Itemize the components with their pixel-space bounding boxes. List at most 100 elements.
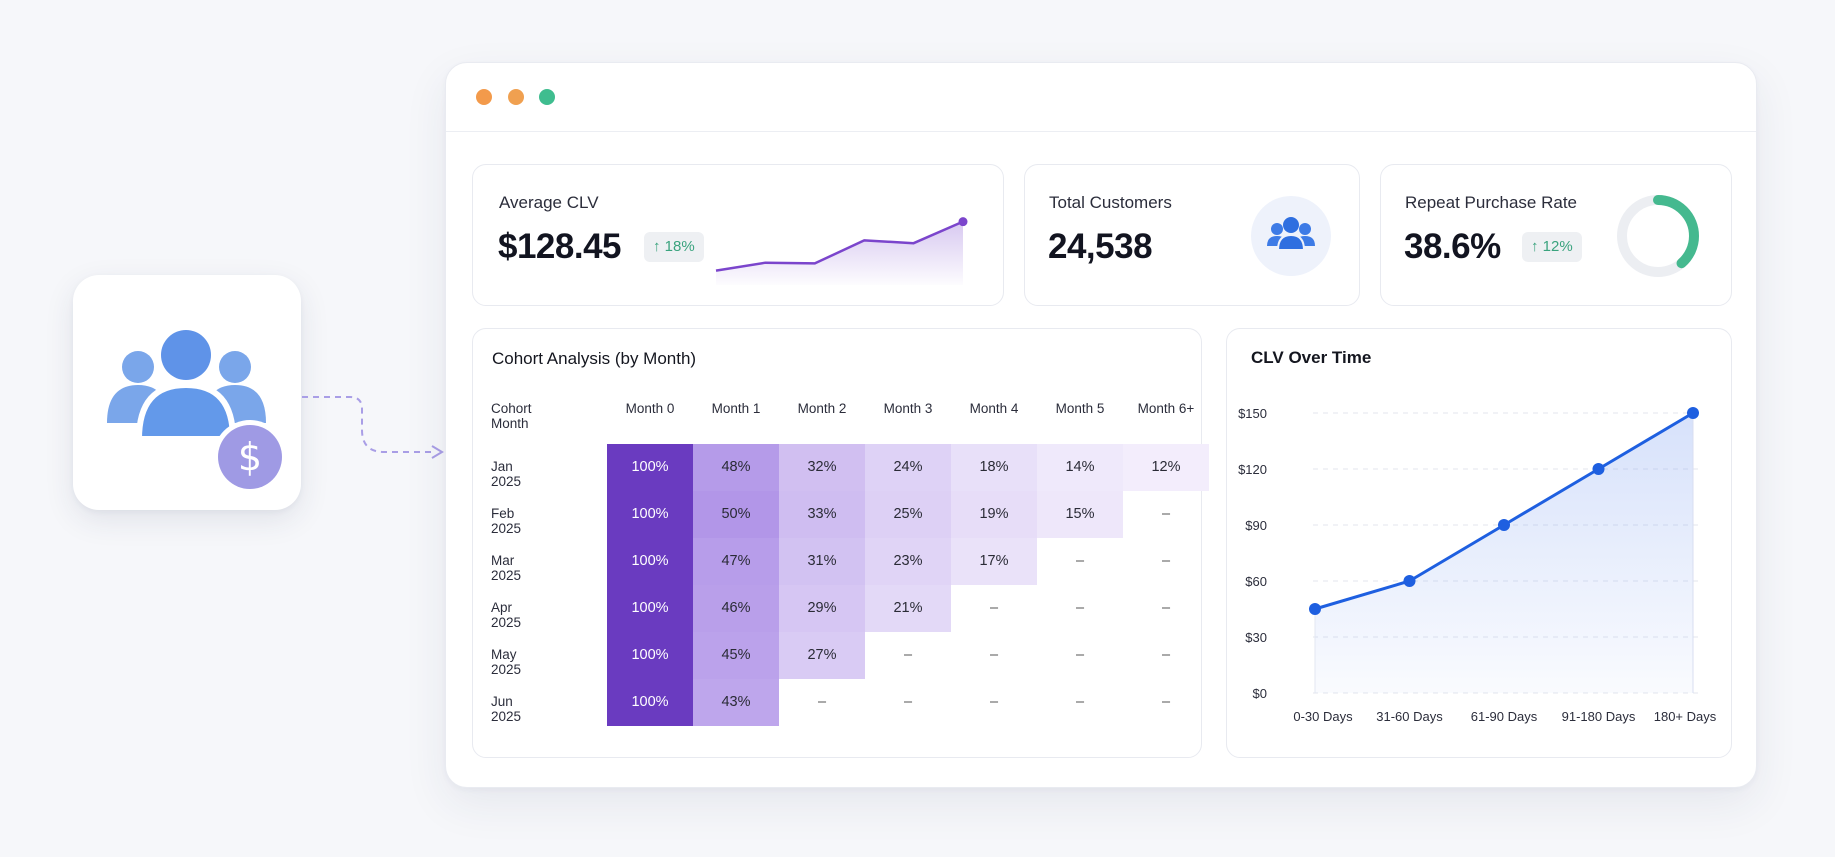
- clv-point: [1592, 463, 1605, 475]
- arrow-up-icon: ↑: [653, 238, 661, 255]
- cohort-cell: 17%: [951, 538, 1037, 585]
- kpi-label: Total Customers: [1049, 193, 1172, 212]
- delta-badge: ↑ 18%: [644, 232, 704, 262]
- svg-text:$: $: [238, 435, 262, 479]
- window-dot-maximize[interactable]: [539, 89, 555, 105]
- cohort-header-cohort-month: Cohort Month: [491, 401, 532, 431]
- cohort-cell: 19%: [951, 491, 1037, 538]
- kpi-label: Average CLV: [499, 193, 599, 212]
- donut-progress: [1617, 195, 1699, 277]
- x-tick-label: 0-30 Days: [1293, 709, 1353, 724]
- cohort-cell: 25%: [865, 491, 951, 538]
- y-tick-label: $90: [1245, 518, 1267, 533]
- arrow-up-icon: ↑: [1531, 238, 1539, 255]
- cohort-cell: 100%: [607, 444, 693, 491]
- panel-title: CLV Over Time: [1251, 348, 1372, 367]
- kpi-card-average-clv: Average CLV $128.45 ↑ 18%: [472, 164, 1004, 306]
- cohort-column-header: Month 3: [883, 401, 933, 416]
- cohort-row-label: Feb 2025: [491, 506, 522, 536]
- cohort-cell: 15%: [1037, 491, 1123, 538]
- cohort-cell: 100%: [607, 538, 693, 585]
- cohort-cell: –: [1161, 553, 1171, 569]
- cohort-cell: –: [1161, 600, 1171, 616]
- window-titlebar: [446, 63, 1756, 132]
- cohort-column-header: Month 0: [625, 401, 675, 416]
- cohort-cell: 43%: [693, 679, 779, 726]
- average-clv-sparkline: [715, 217, 968, 285]
- cohort-cell: 100%: [607, 491, 693, 538]
- cohort-cell: 12%: [1123, 444, 1209, 491]
- y-tick-label: $120: [1238, 462, 1267, 477]
- cohort-column-header: Month 6+: [1137, 401, 1195, 416]
- cohort-cell: 21%: [865, 585, 951, 632]
- connector-arrow: [302, 396, 444, 459]
- panel-title: Cohort Analysis (by Month): [492, 349, 697, 368]
- kpi-card-total-customers: Total Customers 24,538: [1024, 164, 1360, 306]
- cohort-cell: 50%: [693, 491, 779, 538]
- cohort-cell: –: [989, 600, 999, 616]
- y-tick-label: $30: [1245, 630, 1267, 645]
- x-tick-label: 31-60 Days: [1376, 709, 1443, 724]
- cohort-cell: –: [1161, 506, 1171, 522]
- y-tick-label: $60: [1245, 574, 1267, 589]
- kpi-value: 24,538: [1048, 227, 1153, 266]
- kpi-value: 38.6%: [1404, 227, 1501, 266]
- cohort-row-label: May 2025: [491, 647, 522, 677]
- cohort-cell: 47%: [693, 538, 779, 585]
- clv-point: [1498, 519, 1510, 531]
- people-group-icon: [1267, 217, 1315, 251]
- cohort-cell: –: [1075, 553, 1085, 569]
- cohort-cell: 100%: [607, 585, 693, 632]
- clv-point: [1403, 575, 1416, 587]
- cohort-cell: –: [1075, 647, 1085, 663]
- y-tick-label: $150: [1238, 406, 1267, 421]
- window-dot-close[interactable]: [476, 89, 492, 105]
- cohort-cell: 14%: [1037, 444, 1123, 491]
- cohort-row-label: Mar 2025: [491, 553, 522, 583]
- kpi-label: Repeat Purchase Rate: [1405, 193, 1577, 212]
- cohort-cell: 46%: [693, 585, 779, 632]
- sparkline-end-point: [958, 217, 968, 227]
- x-tick-label: 180+ Days: [1654, 709, 1717, 724]
- sparkline-area: [716, 221, 963, 285]
- x-tick-label: 61-90 Days: [1471, 709, 1538, 724]
- customers-icon-badge: [1251, 196, 1331, 276]
- kpi-value: $128.45: [498, 227, 622, 266]
- customers-dollar-icon: $: [107, 330, 287, 494]
- cohort-cell: 100%: [607, 679, 693, 726]
- cohort-cell: 24%: [865, 444, 951, 491]
- clv-line-chart: $0 $30 $60 $90 $120 $150 0-30 Days 31-60 Days 61…: [1238, 406, 1717, 724]
- cohort-cell: 100%: [607, 632, 693, 679]
- cohort-row-label: Jan 2025: [491, 459, 522, 489]
- cohort-cell: 27%: [779, 632, 865, 679]
- cohort-cell: –: [989, 694, 999, 710]
- kpi-card-repeat-purchase-rate: Repeat Purchase Rate 38.6% ↑ 12%: [1380, 164, 1732, 306]
- cohort-column-header: Month 1: [711, 401, 761, 416]
- cohort-row-label: Jun 2025: [491, 694, 522, 724]
- delta-value: 18%: [664, 238, 695, 255]
- cohort-row-label: Apr 2025: [491, 600, 522, 630]
- cohort-cell: 45%: [693, 632, 779, 679]
- cohort-cell: 33%: [779, 491, 865, 538]
- app-icon-tile[interactable]: $: [73, 275, 301, 510]
- cohort-column-header: Month 5: [1055, 401, 1105, 416]
- cohort-cell: –: [1075, 694, 1085, 710]
- delta-badge: ↑ 12%: [1522, 232, 1582, 262]
- clv-over-time-panel: CLV Over Time $0 $30 $60 $90 $120 $150 0-30 Da…: [1226, 328, 1732, 758]
- delta-value: 12%: [1542, 238, 1573, 255]
- clv-point: [1309, 603, 1321, 615]
- window-dot-minimize[interactable]: [508, 89, 524, 105]
- cohort-column-header: Month 2: [797, 401, 847, 416]
- cohort-cell: –: [989, 647, 999, 663]
- cohort-cell: –: [1075, 600, 1085, 616]
- cohort-cell: –: [903, 694, 913, 710]
- cohort-analysis-panel: Cohort Analysis (by Month) Cohort Month M…: [472, 328, 1209, 758]
- cohort-cell: 23%: [865, 538, 951, 585]
- cohort-column-header: Month 4: [969, 401, 1019, 416]
- clv-point: [1687, 407, 1699, 419]
- sparkline-line: [715, 220, 964, 272]
- cohort-cell: 18%: [951, 444, 1037, 491]
- repeat-rate-donut: [1617, 195, 1699, 277]
- cohort-cell: –: [1161, 694, 1171, 710]
- y-tick-label: $0: [1253, 686, 1267, 701]
